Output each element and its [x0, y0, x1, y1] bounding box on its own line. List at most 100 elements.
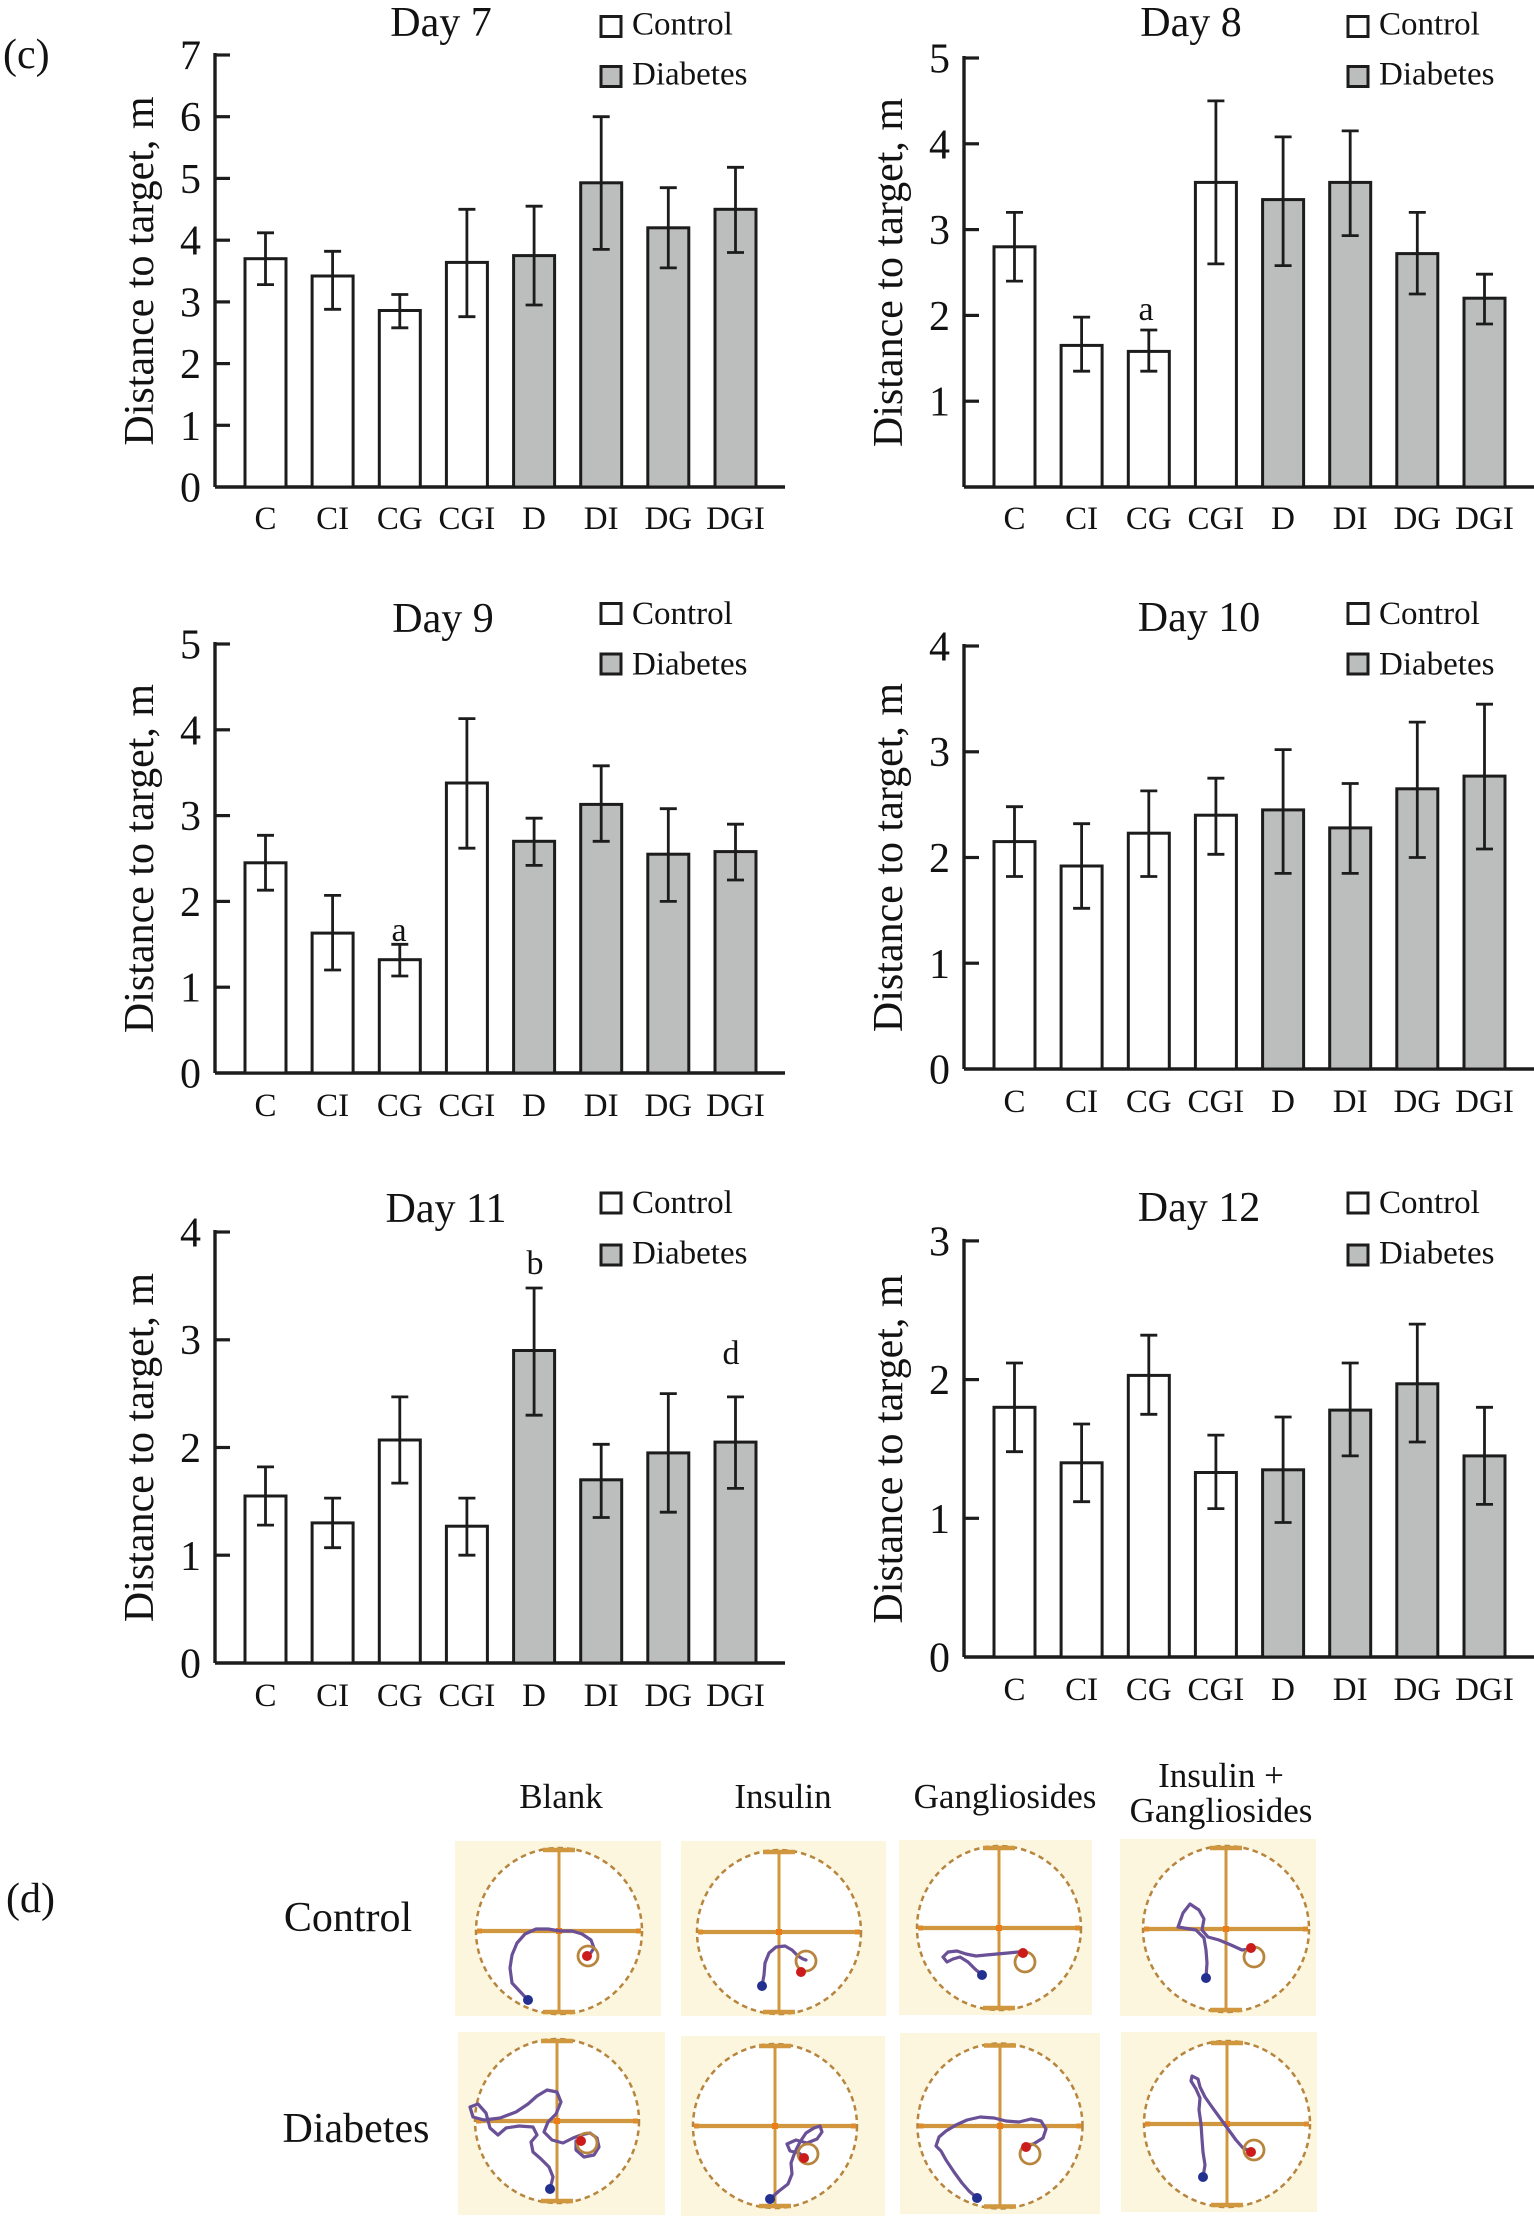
svg-text:DI: DI — [1333, 501, 1368, 537]
svg-text:CI: CI — [316, 501, 349, 537]
svg-text:5: 5 — [180, 623, 201, 669]
svg-text:DI: DI — [584, 501, 619, 537]
svg-text:CGI: CGI — [438, 501, 495, 537]
svg-text:Control: Control — [1379, 1185, 1480, 1221]
svg-text:CI: CI — [1065, 1672, 1098, 1708]
svg-text:5: 5 — [929, 37, 950, 83]
svg-text:Insulin: Insulin — [734, 1777, 831, 1816]
svg-text:Blank: Blank — [519, 1777, 603, 1816]
svg-text:Distance to target, m: Distance to target, m — [117, 96, 163, 445]
svg-text:DI: DI — [1333, 1084, 1368, 1120]
svg-text:3: 3 — [180, 280, 201, 326]
svg-text:Day 9: Day 9 — [392, 596, 493, 642]
svg-text:DGI: DGI — [1455, 501, 1514, 537]
svg-text:CGI: CGI — [1187, 1672, 1244, 1708]
svg-text:Distance to target, m: Distance to target, m — [117, 684, 163, 1033]
svg-text:DI: DI — [584, 1678, 619, 1714]
svg-text:3: 3 — [180, 794, 201, 840]
svg-text:Insulin +: Insulin + — [1158, 1756, 1284, 1795]
svg-text:Control: Control — [1379, 7, 1480, 43]
svg-text:Day 7: Day 7 — [390, 0, 491, 46]
svg-text:Control: Control — [632, 7, 733, 43]
svg-text:4: 4 — [929, 122, 950, 168]
svg-text:CGI: CGI — [438, 1678, 495, 1714]
svg-text:3: 3 — [929, 1219, 950, 1265]
svg-text:Control: Control — [632, 1185, 733, 1221]
svg-text:Day 10: Day 10 — [1138, 595, 1260, 641]
svg-text:Diabetes: Diabetes — [1379, 57, 1494, 93]
svg-text:0: 0 — [180, 466, 201, 512]
svg-text:CGI: CGI — [1187, 1084, 1244, 1120]
svg-text:DGI: DGI — [1455, 1084, 1514, 1120]
svg-text:0: 0 — [180, 1642, 201, 1688]
svg-text:C: C — [1003, 1672, 1025, 1708]
svg-text:CG: CG — [377, 1678, 423, 1714]
svg-text:D: D — [1271, 1084, 1295, 1120]
svg-text:CG: CG — [377, 1088, 423, 1124]
svg-text:Gangliosides: Gangliosides — [914, 1777, 1097, 1816]
svg-text:DG: DG — [644, 1678, 692, 1714]
svg-text:CG: CG — [1126, 1084, 1172, 1120]
svg-text:(d): (d) — [6, 1876, 55, 1922]
svg-text:Control: Control — [632, 596, 733, 632]
svg-text:Day 8: Day 8 — [1140, 0, 1241, 46]
svg-text:3: 3 — [180, 1318, 201, 1364]
svg-text:1: 1 — [929, 1497, 950, 1543]
svg-text:D: D — [1271, 1672, 1295, 1708]
svg-text:1: 1 — [929, 942, 950, 988]
svg-text:2: 2 — [929, 1358, 950, 1404]
svg-text:(c): (c) — [3, 32, 50, 78]
svg-text:Control: Control — [284, 1895, 412, 1941]
svg-text:CGI: CGI — [438, 1088, 495, 1124]
svg-text:2: 2 — [929, 294, 950, 340]
svg-text:Diabetes: Diabetes — [632, 57, 747, 93]
svg-text:CI: CI — [316, 1088, 349, 1124]
svg-text:Diabetes: Diabetes — [632, 647, 747, 683]
svg-text:DG: DG — [1393, 501, 1441, 537]
svg-text:CI: CI — [1065, 501, 1098, 537]
svg-text:D: D — [522, 501, 546, 537]
svg-text:C: C — [1003, 501, 1025, 537]
svg-text:DG: DG — [644, 501, 692, 537]
svg-text:2: 2 — [180, 342, 201, 388]
svg-text:Day 11: Day 11 — [386, 1186, 507, 1232]
svg-text:DGI: DGI — [706, 501, 765, 537]
svg-text:a: a — [1138, 291, 1153, 328]
svg-text:4: 4 — [929, 625, 950, 671]
svg-text:Distance to target, m: Distance to target, m — [866, 98, 912, 447]
svg-text:5: 5 — [180, 157, 201, 203]
svg-text:Diabetes: Diabetes — [1379, 647, 1494, 683]
svg-text:C: C — [254, 1088, 276, 1124]
svg-text:1: 1 — [180, 966, 201, 1012]
svg-text:2: 2 — [929, 836, 950, 882]
svg-text:4: 4 — [180, 219, 201, 265]
svg-text:C: C — [254, 1678, 276, 1714]
svg-text:DGI: DGI — [1455, 1672, 1514, 1708]
svg-text:a: a — [391, 912, 406, 949]
svg-text:Diabetes: Diabetes — [283, 2106, 430, 2152]
svg-text:CGI: CGI — [1187, 501, 1244, 537]
svg-text:CG: CG — [1126, 1672, 1172, 1708]
svg-text:DGI: DGI — [706, 1678, 765, 1714]
svg-text:Diabetes: Diabetes — [632, 1236, 747, 1272]
svg-text:CI: CI — [1065, 1084, 1098, 1120]
svg-text:Distance to target, m: Distance to target, m — [866, 683, 912, 1032]
svg-text:C: C — [254, 501, 276, 537]
svg-text:7: 7 — [180, 34, 201, 80]
svg-text:1: 1 — [180, 1534, 201, 1580]
svg-text:DGI: DGI — [706, 1088, 765, 1124]
svg-text:1: 1 — [180, 404, 201, 450]
svg-text:b: b — [527, 1245, 544, 1282]
svg-text:Control: Control — [1379, 596, 1480, 632]
svg-text:Day 12: Day 12 — [1138, 1185, 1260, 1231]
svg-text:DI: DI — [1333, 1672, 1368, 1708]
svg-text:D: D — [1271, 501, 1295, 537]
svg-text:0: 0 — [929, 1636, 950, 1682]
svg-text:2: 2 — [180, 880, 201, 926]
svg-text:DI: DI — [584, 1088, 619, 1124]
svg-text:0: 0 — [929, 1048, 950, 1094]
svg-text:1: 1 — [929, 380, 950, 426]
svg-text:DG: DG — [644, 1088, 692, 1124]
svg-text:Distance to target, m: Distance to target, m — [117, 1273, 163, 1622]
svg-text:D: D — [522, 1678, 546, 1714]
